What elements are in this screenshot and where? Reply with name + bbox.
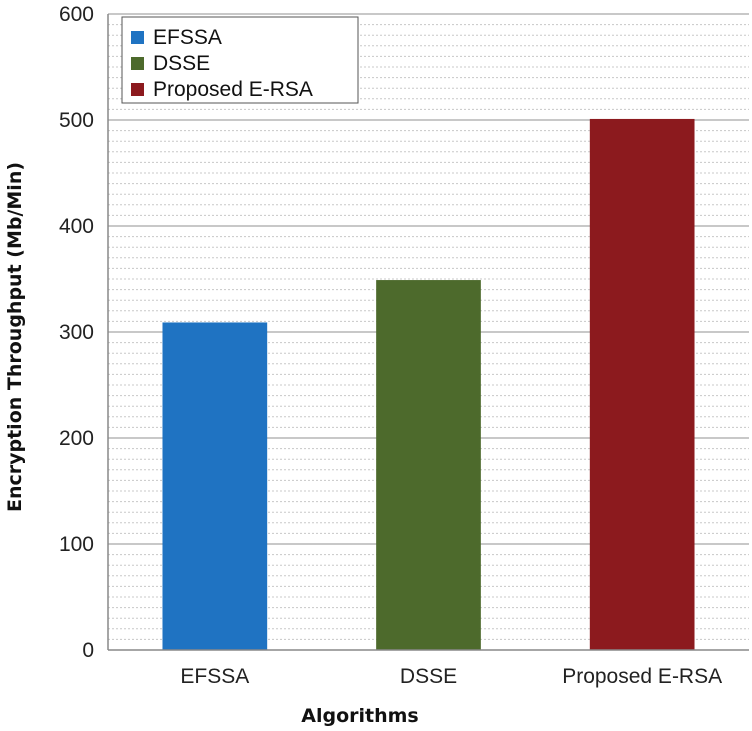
legend-swatch xyxy=(131,57,144,70)
y-tick-label: 100 xyxy=(59,533,94,556)
legend-label: EFSSA xyxy=(153,26,222,49)
bar-efssa xyxy=(162,322,268,650)
legend-entries: EFSSA DSSE Proposed E-RSA xyxy=(131,26,313,101)
legend: EFSSA DSSE Proposed E-RSA xyxy=(121,16,359,104)
legend-label: Proposed E-RSA xyxy=(153,78,313,101)
y-tick-labels: 0 100 200 300 400 500 600 xyxy=(59,3,94,662)
legend-box xyxy=(121,16,359,104)
y-axis-title: Encryption Throughput (Mb/Min) xyxy=(4,162,26,512)
y-tick-label: 0 xyxy=(82,639,94,662)
legend-label: DSSE xyxy=(153,52,210,75)
legend-swatch xyxy=(131,83,144,96)
x-axis-title: Algorithms xyxy=(301,705,418,727)
legend-swatch xyxy=(131,31,144,44)
y-tick-label: 600 xyxy=(59,3,94,26)
x-category-label: DSSE xyxy=(400,665,457,688)
x-category-labels: EFSSA DSSE Proposed E-RSA xyxy=(180,665,722,688)
y-tick-label: 200 xyxy=(59,427,94,450)
x-category-label: EFSSA xyxy=(180,665,249,688)
bar-dsse xyxy=(376,280,481,650)
y-tick-label: 400 xyxy=(59,215,94,238)
y-tick-label: 300 xyxy=(59,321,94,344)
bars xyxy=(162,118,695,650)
bar-proposed-e-rsa xyxy=(589,118,695,650)
x-category-label: Proposed E-RSA xyxy=(562,665,722,688)
axes xyxy=(107,14,749,651)
y-tick-label: 500 xyxy=(59,109,94,132)
